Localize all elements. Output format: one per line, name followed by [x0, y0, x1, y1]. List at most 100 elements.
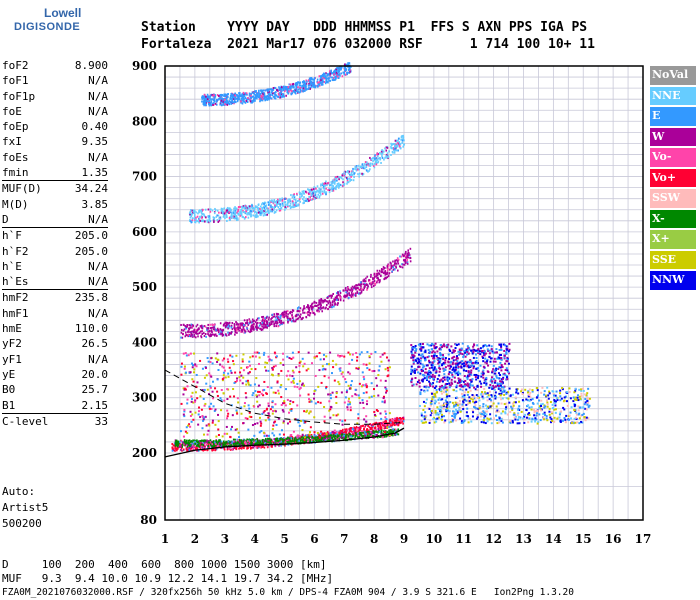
echo-point	[338, 183, 341, 186]
echo-point	[180, 331, 183, 334]
echo-point	[348, 431, 351, 434]
echo-point	[235, 321, 237, 324]
echo-point	[302, 192, 304, 195]
echo-point	[270, 200, 272, 203]
echo-point	[354, 166, 357, 169]
echo-point	[442, 391, 445, 394]
echo-point	[395, 144, 397, 147]
echo-point	[243, 93, 246, 96]
echo-point	[294, 92, 297, 95]
logo-lowell-text: Lowell	[44, 6, 82, 20]
echo-point	[466, 393, 469, 396]
echo-point	[365, 277, 367, 280]
echo-point	[274, 319, 277, 322]
echo-point	[349, 173, 351, 176]
echo-point	[287, 321, 289, 324]
echo-point	[342, 428, 344, 431]
echo-point	[345, 436, 347, 439]
echo-point	[180, 447, 183, 450]
echo-point	[449, 401, 452, 404]
echo-point	[227, 440, 230, 443]
echo-point	[373, 156, 375, 159]
echo-point	[363, 165, 365, 168]
echo-point	[363, 434, 365, 437]
echo-point	[250, 439, 253, 442]
echo-point	[302, 85, 305, 88]
echo-point	[366, 435, 369, 438]
echo-point	[261, 207, 263, 210]
echo-point	[422, 408, 425, 411]
echo-point	[379, 151, 381, 154]
echo-point	[309, 312, 312, 315]
echo-point	[322, 80, 324, 83]
echo-point	[393, 145, 396, 148]
echo-point	[212, 94, 214, 97]
echo-point	[190, 208, 192, 211]
echo-point	[287, 438, 290, 441]
echo-point	[200, 439, 202, 442]
echo-point	[586, 398, 589, 401]
echo-point	[395, 420, 397, 423]
echo-point	[210, 100, 213, 103]
echo-point	[232, 442, 235, 445]
echo-point	[238, 329, 240, 332]
echo-point	[556, 399, 559, 402]
echo-point	[303, 83, 305, 86]
echo-point	[193, 335, 196, 338]
echo-point	[265, 320, 268, 323]
echo-point	[337, 299, 340, 302]
echo-point	[307, 79, 310, 82]
echo-point	[257, 326, 259, 329]
echo-point	[368, 164, 370, 167]
echo-point	[364, 284, 366, 287]
echo-point	[326, 74, 329, 77]
echo-point	[220, 330, 223, 333]
echo-point	[323, 189, 326, 192]
echo-point	[297, 90, 299, 93]
echo-point	[238, 443, 240, 446]
echo-point	[487, 394, 490, 397]
echo-point	[227, 324, 230, 327]
echo-point	[354, 435, 357, 438]
echo-point	[214, 102, 217, 105]
echo-point	[357, 435, 360, 438]
echo-point	[337, 73, 339, 76]
echo-point	[344, 73, 347, 76]
echo-point	[394, 147, 396, 150]
echo-point	[308, 437, 310, 440]
digisonde-logo: Lowell DIGISONDE	[4, 6, 104, 38]
echo-point	[242, 96, 245, 99]
echo-point	[372, 285, 375, 288]
echo-point	[514, 418, 517, 421]
echo-point	[261, 328, 264, 331]
echo-point	[373, 423, 375, 426]
echo-point	[511, 407, 514, 410]
echo-point	[353, 172, 355, 175]
echo-point	[222, 212, 224, 215]
echo-point	[272, 200, 274, 203]
echo-point	[226, 448, 229, 451]
echo-point	[229, 208, 232, 211]
echo-point	[441, 418, 444, 421]
echo-point	[345, 291, 347, 294]
echo-point	[298, 82, 301, 85]
echo-point	[208, 215, 211, 218]
echo-point	[554, 401, 557, 404]
echo-point	[553, 399, 556, 402]
echo-point	[292, 206, 295, 209]
echo-point	[248, 98, 251, 101]
echo-point	[262, 89, 265, 92]
echo-point	[318, 310, 320, 313]
echo-point	[222, 440, 225, 443]
echo-point	[304, 82, 307, 85]
echo-point	[206, 327, 208, 330]
echo-point	[239, 205, 241, 208]
echo-point	[278, 440, 281, 443]
echo-point	[195, 218, 197, 221]
echo-point	[222, 443, 224, 446]
echo-point	[198, 217, 200, 220]
echo-point	[363, 280, 366, 283]
echo-point	[202, 208, 204, 211]
echo-point	[475, 417, 478, 420]
echo-point	[335, 177, 338, 180]
